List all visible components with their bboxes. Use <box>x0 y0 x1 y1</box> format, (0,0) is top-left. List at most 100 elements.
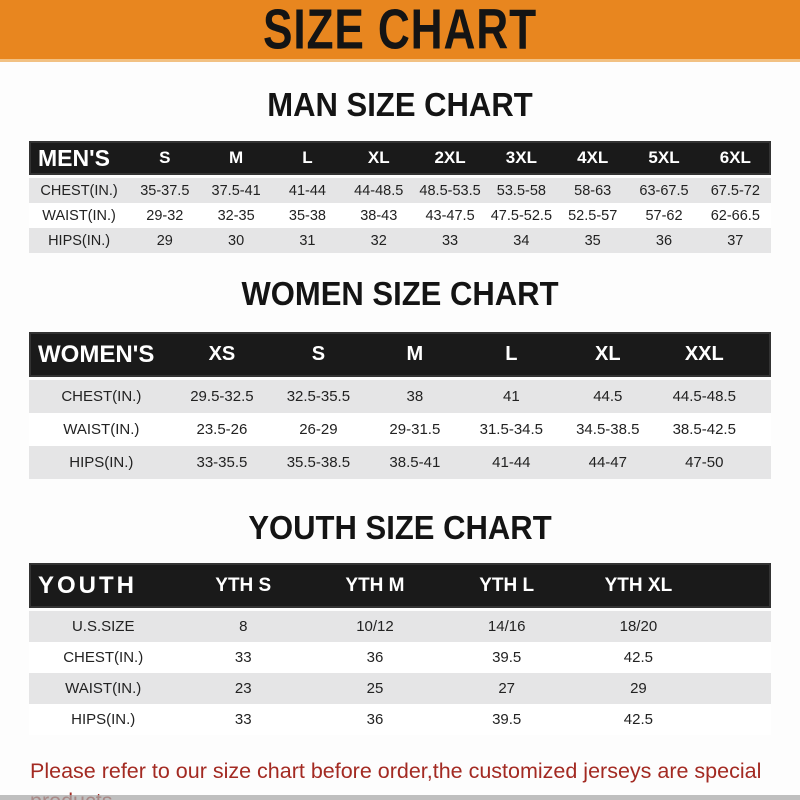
women-measurement-row: WAIST(IN.) 23.5-26 26-29 29-31.5 31.5-34.5 34… <box>29 413 771 446</box>
measurement-cell: 33-35.5 <box>196 454 248 471</box>
row-label: WAIST(IN.) <box>63 421 140 438</box>
row-label: WAIST(IN.) <box>42 207 116 224</box>
measurement-cell: 34.5-38.5 <box>576 421 640 438</box>
measurement-cell: 32-35 <box>217 207 255 224</box>
measurement-cell: 35 <box>584 232 601 249</box>
youth-table-label: YOUTH <box>38 571 137 599</box>
measurement-cell: 36 <box>366 711 384 728</box>
youth-heading: YOUTH SIZE CHART <box>248 509 552 546</box>
women-header-row: WOMEN'S XS S M L XL XXL <box>29 332 771 377</box>
measurement-cell: 39.5 <box>492 649 522 666</box>
men-column-header: 2XL <box>434 148 466 167</box>
measurement-cell: 29-31.5 <box>389 421 441 438</box>
measurement-cell: 37 <box>727 232 744 249</box>
row-label: WAIST(IN.) <box>65 680 142 697</box>
sections-container: MAN SIZE CHART MEN'S S M L XL 2XL 3XL 4XL 5XL 6XL C… <box>0 86 800 735</box>
men-section: MAN SIZE CHART MEN'S S M L XL 2XL 3XL 4XL 5XL 6XL C… <box>0 86 800 253</box>
row-label: HIPS(IN.) <box>69 454 134 471</box>
measurement-cell: 52.5-57 <box>568 207 618 224</box>
banner-title: SIZE CHART <box>263 0 537 61</box>
measurement-cell: 31.5-34.5 <box>479 421 544 438</box>
measurement-cell: 67.5-72 <box>710 182 760 199</box>
measurement-cell: 37.5-41 <box>211 182 261 199</box>
measurement-cell: 47.5-52.5 <box>490 207 553 224</box>
measurement-cell: 33 <box>234 711 252 728</box>
men-heading: MAN SIZE CHART <box>267 86 533 123</box>
measurement-cell: 27 <box>498 680 516 697</box>
youth-column-header: YTH M <box>345 574 405 596</box>
men-column-header: 6XL <box>719 148 751 167</box>
measurement-cell: 29 <box>156 232 173 249</box>
men-measurement-row: HIPS(IN.) 29 30 31 32 33 34 35 36 37 <box>29 228 771 253</box>
women-table-label: WOMEN'S <box>38 340 155 368</box>
row-label: U.S.SIZE <box>71 618 135 635</box>
measurement-cell: 41 <box>502 388 520 405</box>
youth-measurement-row: WAIST(IN.) 23 25 27 29 <box>29 673 771 704</box>
measurement-cell: 42.5 <box>623 649 653 666</box>
row-label: CHEST(IN.) <box>61 388 142 405</box>
measurement-cell: 38 <box>406 388 424 405</box>
men-table-label: MEN'S <box>38 144 110 171</box>
disclaimer-notice: Please refer to our size chart before or… <box>30 756 800 800</box>
women-measurement-row: CHEST(IN.) 29.5-32.5 32.5-35.5 38 41 44.5 44.5… <box>29 380 771 413</box>
measurement-cell: 10/12 <box>356 618 394 635</box>
youth-measurement-row: HIPS(IN.) 33 36 39.5 42.5 <box>29 704 771 735</box>
men-column-header: 5XL <box>648 148 680 167</box>
women-column-header: XS <box>208 343 236 365</box>
measurement-cell: 35-37.5 <box>140 182 190 199</box>
men-column-header: 4XL <box>577 148 609 167</box>
measurement-cell: 30 <box>228 232 245 249</box>
women-column-header: XL <box>595 343 621 365</box>
measurement-cell: 43-47.5 <box>425 207 475 224</box>
disclaimer-line-1: Please refer to our size chart before or… <box>30 759 762 800</box>
measurement-cell: 44.5-48.5 <box>672 388 736 405</box>
women-column-header: M <box>406 343 424 365</box>
measurement-cell: 39.5 <box>492 711 522 728</box>
measurement-cell: 44.5 <box>593 388 623 405</box>
measurement-cell: 25 <box>366 680 384 697</box>
men-measurement-row: CHEST(IN.) 35-37.5 37.5-41 41-44 44-48.5 48.5… <box>29 178 771 203</box>
row-label: CHEST(IN.) <box>40 182 118 199</box>
youth-measurement-row: U.S.SIZE 8 10/12 14/16 18/20 <box>29 611 771 642</box>
youth-column-header: YTH L <box>479 574 535 596</box>
measurement-cell: 63-67.5 <box>639 182 689 199</box>
women-column-header: XXL <box>684 343 724 365</box>
measurement-cell: 36 <box>655 232 673 249</box>
measurement-cell: 8 <box>239 618 248 635</box>
bottom-edge-line <box>0 795 800 800</box>
measurement-cell: 35-38 <box>288 207 326 224</box>
measurement-cell: 38.5-41 <box>389 454 441 471</box>
women-column-header: S <box>311 343 326 365</box>
measurement-cell: 32.5-35.5 <box>286 388 351 405</box>
measurement-cell: 62-66.5 <box>710 207 760 224</box>
measurement-cell: 47-50 <box>685 454 724 471</box>
measurement-cell: 38.5-42.5 <box>672 421 736 438</box>
measurement-cell: 26-29 <box>299 421 338 438</box>
measurement-cell: 36 <box>366 649 384 666</box>
women-column-header: L <box>505 343 518 365</box>
men-column-header: M <box>229 148 244 167</box>
row-label: HIPS(IN.) <box>71 711 136 728</box>
youth-measurement-row: CHEST(IN.) 33 36 39.5 42.5 <box>29 642 771 673</box>
banner: SIZE CHART <box>0 0 800 62</box>
youth-table: YOUTH YTH S YTH M YTH L YTH XL U.S.SIZE 8 10/12… <box>29 563 771 735</box>
men-column-header: 3XL <box>505 148 537 167</box>
men-header-row: MEN'S S M L XL 2XL 3XL 4XL 5XL 6XL <box>29 141 771 175</box>
women-table: WOMEN'S XS S M L XL XXL CHEST(IN.) 29.5-32.5 32.5… <box>29 332 771 479</box>
measurement-cell: 14/16 <box>487 618 526 635</box>
measurement-cell: 44-47 <box>588 454 627 471</box>
measurement-cell: 41-44 <box>288 182 326 199</box>
measurement-cell: 29-32 <box>146 207 184 224</box>
measurement-cell: 38-43 <box>360 207 398 224</box>
men-column-header: S <box>159 148 171 167</box>
measurement-cell: 34 <box>513 232 530 249</box>
measurement-cell: 35.5-38.5 <box>286 454 351 471</box>
row-label: HIPS(IN.) <box>48 232 111 249</box>
measurement-cell: 41-44 <box>492 454 531 471</box>
women-measurement-row: HIPS(IN.) 33-35.5 35.5-38.5 38.5-41 41-44 44-… <box>29 446 771 479</box>
measurement-cell: 29.5-32.5 <box>190 388 254 405</box>
men-column-header: XL <box>367 148 390 167</box>
measurement-cell: 44-48.5 <box>354 182 404 199</box>
measurement-cell: 31 <box>299 232 316 249</box>
men-table: MEN'S S M L XL 2XL 3XL 4XL 5XL 6XL CHEST(IN.) 35-37… <box>29 141 771 253</box>
